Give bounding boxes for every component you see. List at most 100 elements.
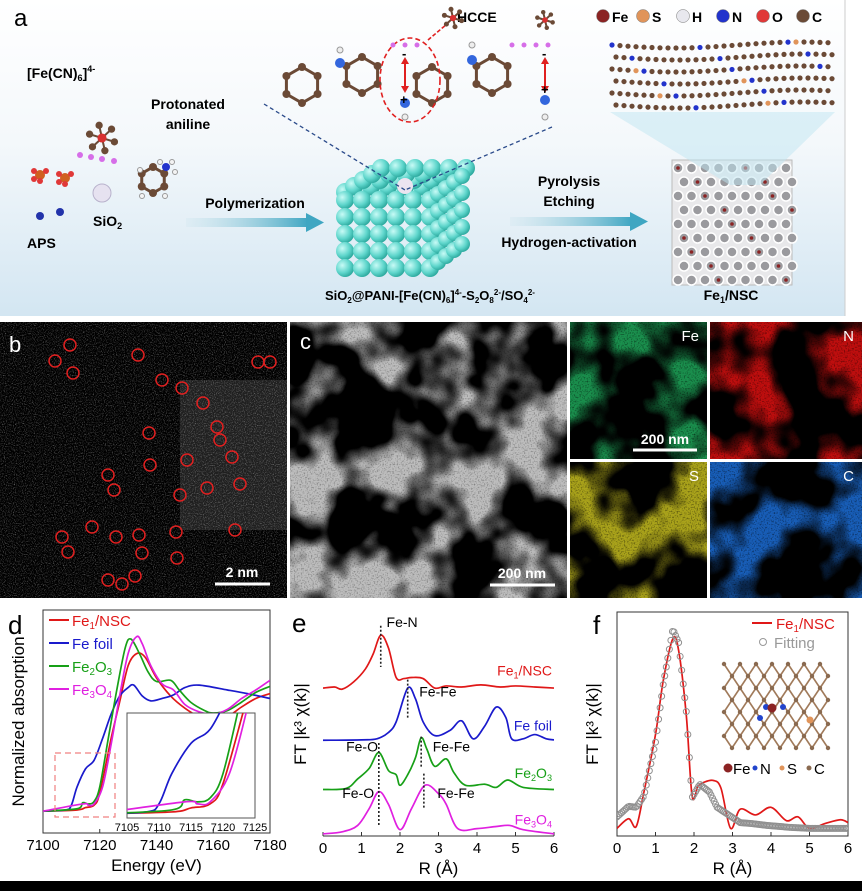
sphere xyxy=(423,159,441,177)
fitting-point xyxy=(653,727,661,735)
sheet-atom xyxy=(817,39,823,45)
sphere xyxy=(404,259,422,277)
atom xyxy=(540,95,550,105)
sheet-atom xyxy=(813,75,819,81)
sheet-atom xyxy=(725,103,731,109)
sheet-atom xyxy=(809,39,815,45)
sheet-atom xyxy=(641,92,647,98)
structure-legend-label: S xyxy=(787,761,797,778)
bond xyxy=(723,687,733,701)
x-tick-label: 2 xyxy=(396,840,404,857)
pore xyxy=(699,274,711,286)
atom-legend-label: O xyxy=(772,9,783,25)
bond xyxy=(747,675,757,689)
plus-sign: + xyxy=(400,92,408,107)
bond xyxy=(787,663,797,677)
bond xyxy=(779,723,789,737)
single-atom-circle xyxy=(109,530,123,544)
counter-ion-dot xyxy=(509,42,515,48)
single-atom-circle xyxy=(101,573,115,587)
pore xyxy=(780,218,792,230)
atom xyxy=(503,80,512,88)
sheet-atom xyxy=(793,63,799,69)
sheet-atom xyxy=(713,91,719,98)
atom xyxy=(88,143,97,151)
bond xyxy=(795,711,805,725)
atom xyxy=(373,62,382,70)
sphere xyxy=(353,242,371,260)
fe-site xyxy=(709,264,713,268)
counter-ion-dot xyxy=(390,42,396,48)
series-label: Fe foil xyxy=(514,717,552,733)
sheet-atom xyxy=(685,57,691,63)
sheet-atom xyxy=(713,67,719,74)
bond xyxy=(779,687,789,701)
aps-label: APS xyxy=(27,235,56,251)
pore xyxy=(672,190,684,202)
bond xyxy=(731,699,741,713)
sheet-atom xyxy=(737,90,743,96)
bond xyxy=(819,699,829,713)
atom-legend-s-icon xyxy=(636,9,650,23)
x-axis-label: Energy (eV) xyxy=(111,856,202,875)
single-atom-markers xyxy=(48,338,277,591)
panel-label-f: f xyxy=(593,610,601,640)
sheet-atom xyxy=(753,89,759,95)
fitting-point xyxy=(678,666,686,674)
sheet-atom xyxy=(661,57,667,63)
pore xyxy=(712,190,725,202)
sheet-atom xyxy=(785,39,791,45)
panel-b-haadf-image xyxy=(0,322,287,598)
atom xyxy=(56,179,62,185)
sheet-atom xyxy=(689,93,695,99)
hcce-pointer-arrow xyxy=(427,23,448,41)
sheet-atom xyxy=(609,42,615,48)
pore xyxy=(732,232,744,244)
bond xyxy=(723,663,733,677)
inset-tick-label: 7115 xyxy=(179,822,203,834)
atom xyxy=(550,20,555,25)
pore xyxy=(780,190,792,202)
carbon-atom xyxy=(801,709,807,715)
structure-legend-label: C xyxy=(814,761,825,778)
fitting-point xyxy=(642,781,650,789)
sphere xyxy=(336,208,354,226)
sheet-atom xyxy=(665,45,671,51)
fitting-point xyxy=(652,738,659,746)
series-group xyxy=(127,713,247,815)
sphere xyxy=(336,191,354,209)
sphere xyxy=(454,185,470,201)
sheet-atom xyxy=(805,99,811,105)
sheet-atom xyxy=(617,66,623,73)
carbon-atom xyxy=(721,685,727,691)
carbon-atom xyxy=(777,745,783,751)
pore xyxy=(678,204,690,216)
sheet-atom xyxy=(613,102,619,108)
fitting-point xyxy=(647,760,655,768)
atom xyxy=(56,171,62,177)
atom xyxy=(37,178,43,184)
atom-legend-label: S xyxy=(652,9,661,25)
map-signal xyxy=(570,462,707,598)
legend-swatch xyxy=(759,638,767,646)
carbon-atom xyxy=(793,721,799,727)
zoom-region-box xyxy=(54,752,116,818)
fitting-point xyxy=(676,652,684,660)
carbon-atom xyxy=(801,733,807,739)
atom xyxy=(544,25,550,31)
counter-ion-dot xyxy=(533,42,539,48)
fe-site xyxy=(730,222,734,226)
fitting-point xyxy=(687,776,695,784)
sheet-atom xyxy=(713,43,719,50)
single-atom-circle xyxy=(66,366,80,380)
fe-site xyxy=(790,208,794,212)
carbon-atom xyxy=(817,685,823,691)
counter-ion-dot xyxy=(414,42,420,48)
sheet-atom xyxy=(641,44,647,50)
sheet-atom xyxy=(801,39,807,45)
sheet-atom xyxy=(725,79,731,85)
carbon-atom xyxy=(817,733,823,739)
fitting-point xyxy=(639,793,647,801)
bond xyxy=(811,711,821,725)
x-tick-label: 7160 xyxy=(197,837,230,854)
